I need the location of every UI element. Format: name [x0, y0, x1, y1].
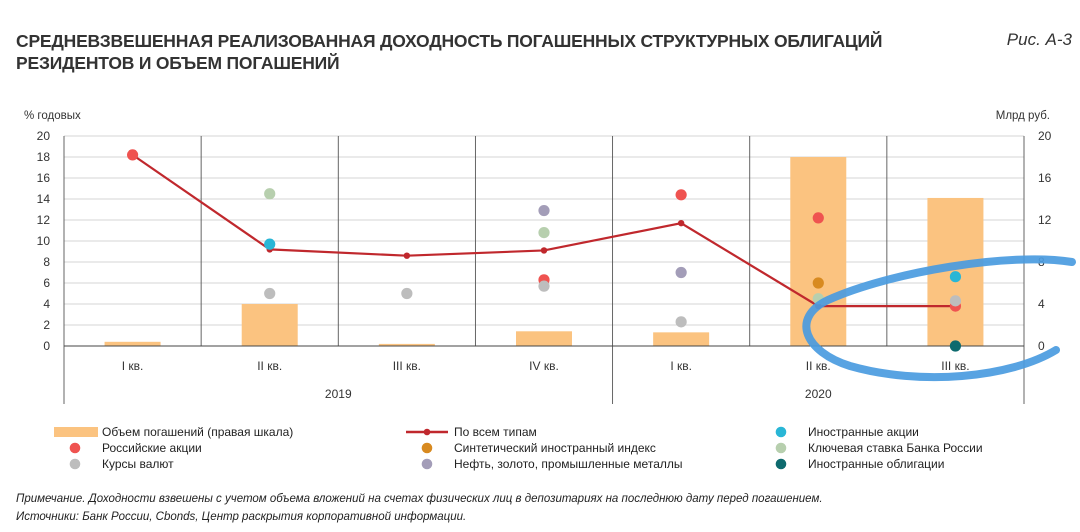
dot-foreign_bonds [949, 340, 962, 352]
bar-volume [378, 343, 435, 346]
x-tick-label: I кв. [670, 359, 692, 373]
legend-label: Иностранные облигации [808, 457, 944, 471]
line-point [677, 219, 685, 227]
y2-axis-label: Млрд руб. [996, 110, 1050, 122]
line-point [403, 252, 411, 259]
y2-tick-label: 20 [1038, 129, 1052, 143]
bar-volume [104, 341, 161, 346]
x-tick-label: I кв. [122, 359, 144, 373]
legend-swatch-dot [421, 458, 433, 470]
legend-swatch-dot [775, 426, 787, 438]
bar-volume [790, 157, 847, 346]
dot-key_rate [538, 227, 550, 239]
y2-tick-label: 12 [1038, 213, 1052, 227]
dot-commodities [538, 204, 550, 217]
x-tick-label: IV кв. [529, 359, 559, 373]
y-tick-label: 20 [37, 129, 51, 143]
legend-label: Курсы валют [102, 457, 174, 471]
legend-swatch-bar [54, 427, 98, 437]
figure-label: Рис. А-3 [1006, 30, 1072, 49]
dot-commodities [675, 266, 687, 279]
legend-label: Российские акции [102, 441, 202, 455]
dot-foreign_stocks [949, 271, 962, 283]
y-tick-label: 4 [43, 297, 50, 311]
y2-tick-label: 0 [1038, 339, 1045, 353]
legend-swatch-dot [69, 442, 81, 454]
dot-fx [264, 287, 276, 300]
legend-swatch-line-dot [423, 428, 431, 436]
legend-swatch-dot [775, 458, 787, 470]
bar-volume [241, 304, 298, 346]
y-tick-label: 18 [37, 150, 51, 164]
y-tick-label: 12 [37, 213, 51, 227]
dot-fx [949, 295, 962, 307]
note-text: Примечание. Доходности взвешены с учетом… [16, 493, 823, 505]
dot-ru_stocks [675, 189, 687, 201]
x-tick-label: II кв. [257, 359, 282, 373]
y-tick-label: 2 [43, 318, 50, 332]
dot-foreign_stocks [264, 238, 276, 250]
chart-title: СРЕДНЕВЗВЕШЕННАЯ РЕАЛИЗОВАННАЯ ДОХОДНОСТ… [16, 31, 883, 73]
legend-label: Синтетический иностранный индекс [454, 441, 656, 455]
legend-swatch-dot [69, 458, 81, 470]
line-point [540, 247, 548, 254]
dot-fx [675, 316, 687, 328]
dot-ru_stocks [126, 149, 139, 161]
legend-label: Нефть, золото, промышленные металлы [454, 457, 683, 471]
y2-tick-label: 4 [1038, 297, 1045, 311]
x-tick-label: III кв. [393, 359, 421, 373]
bar-volume [516, 331, 572, 346]
y2-tick-label: 16 [1038, 171, 1052, 185]
legend-label: Объем погашений (правая шкала) [102, 425, 293, 439]
y-tick-label: 16 [37, 171, 51, 185]
y-tick-label: 8 [43, 255, 50, 269]
year-label: 2019 [325, 387, 352, 401]
dot-synthetic [812, 277, 824, 289]
sources-text: Источники: Банк России, Cbonds, Центр ра… [16, 511, 467, 523]
dot-fx [401, 287, 413, 300]
y-axis-label: % годовых [24, 110, 81, 122]
highlight-annotation [802, 255, 1076, 382]
year-label: 2020 [805, 387, 832, 401]
legend-label: Иностранные акции [808, 425, 919, 439]
dot-fx [538, 280, 550, 292]
bar-volume [653, 332, 710, 346]
y-tick-label: 0 [43, 339, 50, 353]
notes-block: Примечание. Доходности взвешены с учетом… [16, 490, 823, 526]
legend-swatch-dot [421, 442, 433, 454]
legend-swatch-dot [775, 442, 787, 454]
y-tick-label: 10 [37, 234, 51, 248]
y-tick-label: 6 [43, 276, 50, 290]
dot-key_rate [264, 188, 276, 200]
legend-label: По всем типам [454, 425, 537, 439]
y-tick-label: 14 [37, 192, 51, 206]
legend-label: Ключевая ставка Банка России [808, 441, 983, 455]
dot-ru_stocks [812, 212, 824, 224]
x-tick-label: III кв. [941, 359, 969, 373]
x-tick-label: II кв. [806, 359, 831, 373]
